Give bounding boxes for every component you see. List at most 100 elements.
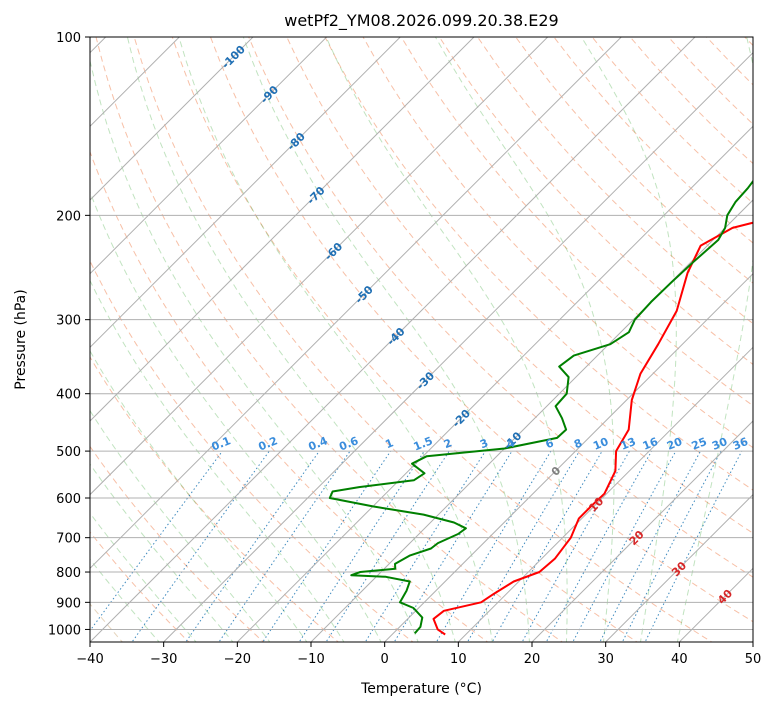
y-tick-label: 500 [56, 445, 81, 460]
isotherm-label: -30 [414, 369, 437, 392]
y-tick-label: 800 [56, 566, 81, 581]
isotherm-label: 40 [715, 587, 735, 607]
moist-adiabat [90, 463, 234, 642]
moist-adiabat [90, 190, 382, 642]
mixing-ratio-line [599, 450, 701, 642]
isotherm-line [90, 37, 623, 570]
isotherm-line [383, 272, 753, 642]
x-tick-label: 20 [524, 652, 541, 667]
mixing-ratio-label: 25 [690, 435, 709, 453]
dewpoint-profile-line [328, 179, 753, 634]
plot-area: -100-90-80-70-60-50-40-30-20-10010203040… [0, 37, 753, 644]
isotherm-line [90, 37, 328, 275]
y-tick-label: 200 [56, 209, 81, 224]
mixing-ratio-label: 16 [641, 435, 660, 453]
dry-adiabat [90, 150, 489, 642]
isotherm-label: 10 [586, 494, 606, 514]
x-axis: −40 −30 −20 −10 0 10 20 30 40 50 [76, 642, 761, 667]
isotherm-line [604, 493, 753, 642]
mixing-ratio-label: 8 [572, 436, 584, 451]
isotherm-line [457, 346, 753, 642]
y-tick-label: 300 [56, 314, 81, 329]
mixing-ratio-line [364, 450, 486, 642]
mixing-ratio-line [325, 450, 450, 642]
dry-adiabat [324, 37, 753, 491]
mixing-ratio-label: 13 [619, 435, 638, 453]
x-tick-label: 30 [597, 652, 614, 667]
isotherm-line [531, 420, 753, 642]
mixing-ratio-line [466, 450, 580, 642]
mixing-ratio-label: 3 [478, 436, 490, 451]
dry-adiabat [90, 259, 414, 642]
x-tick-label: 40 [671, 652, 688, 667]
mixing-ratio-line [90, 450, 223, 632]
x-tick-label: −20 [224, 652, 251, 667]
isotherm-label: -50 [353, 283, 376, 306]
y-axis: 100 200 300 400 500 600 700 800 900 1000 [48, 31, 90, 638]
isotherm-label: -80 [285, 130, 308, 153]
dry-adiabat [438, 37, 753, 366]
dry-adiabat [286, 37, 753, 534]
isotherm-line [90, 37, 254, 201]
isotherm-line [678, 567, 753, 642]
dry-adiabat [515, 37, 753, 284]
isotherm-line [236, 125, 753, 642]
isobar-gridlines [90, 37, 753, 630]
y-tick-label: 900 [56, 596, 81, 611]
mixing-ratio-line [218, 450, 351, 642]
isotherm-line [90, 37, 549, 496]
isotherm-line [752, 641, 753, 642]
mixing-ratio-line [435, 450, 552, 642]
x-tick-label: 0 [381, 652, 389, 667]
dry-adiabat [591, 37, 753, 204]
x-tick-label: −40 [76, 652, 103, 667]
x-tick-label: −30 [150, 652, 177, 667]
dry-adiabat [744, 37, 753, 47]
isotherm-label: 0 [549, 464, 564, 479]
mixing-ratio-line [262, 450, 392, 642]
plot-frame [89, 36, 754, 643]
moist-adiabat [90, 512, 197, 642]
mixing-ratio-label: 10 [591, 435, 610, 453]
mixing-ratio-label: 30 [710, 435, 729, 453]
mixing-ratio-line [621, 450, 722, 642]
x-axis-label: Temperature (°C) [360, 681, 482, 697]
chart-title: wetPf2_YM08.2026.099.20.38.E29 [284, 11, 558, 31]
isotherm-gridlines [90, 37, 753, 642]
isotherm-label: -20 [450, 407, 473, 430]
dry-adiabat [400, 37, 753, 407]
dry-adiabat [553, 37, 753, 244]
moist-adiabat [325, 37, 568, 642]
isotherm-line [90, 37, 475, 422]
isotherm-line [90, 37, 696, 642]
y-tick-label: 100 [56, 31, 81, 46]
isotherm-label: -60 [322, 240, 345, 263]
profile-lines [328, 179, 753, 636]
dry-adiabat [90, 445, 265, 642]
isotherm-line [162, 51, 753, 642]
y-axis-label: Pressure (hPa) [13, 289, 29, 389]
moist-adiabat [0, 37, 14, 644]
x-tick-label: 10 [450, 652, 467, 667]
mixing-ratio-line [298, 450, 425, 642]
mixing-ratio-line [644, 450, 743, 642]
dry-adiabat [362, 37, 753, 449]
mixing-ratio-line [393, 450, 513, 642]
mixing-ratio-line [131, 450, 270, 642]
y-tick-label: 700 [56, 532, 81, 547]
isotherm-line [310, 199, 753, 642]
temperature-profile-line [432, 221, 753, 636]
dry-adiabat [248, 37, 753, 578]
y-tick-label: 400 [56, 388, 81, 403]
dry-adiabat [171, 37, 713, 642]
mixing-ratio-line [572, 450, 677, 642]
mixing-ratio-label: 2 [442, 436, 454, 451]
mixing-ratio-lines [90, 450, 743, 642]
moist-adiabat [90, 409, 271, 642]
x-tick-label: 50 [745, 652, 762, 667]
isotherm-line [90, 37, 402, 349]
mixing-ratio-label: 1 [383, 436, 395, 451]
dry-adiabat [210, 37, 753, 623]
isotherm-label: 30 [669, 559, 689, 579]
